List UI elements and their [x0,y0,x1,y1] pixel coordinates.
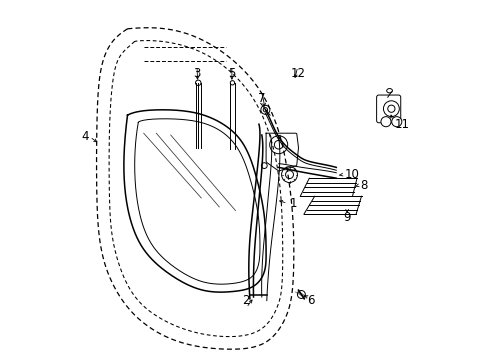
Ellipse shape [230,81,234,85]
Ellipse shape [261,163,266,168]
Text: 1: 1 [289,197,296,210]
Text: 10: 10 [344,168,359,181]
Circle shape [281,167,297,183]
Circle shape [387,105,394,112]
Circle shape [380,117,390,127]
Ellipse shape [263,108,267,112]
Text: 7: 7 [258,93,265,105]
Text: 5: 5 [228,67,235,80]
Text: 3: 3 [193,67,200,80]
Circle shape [274,140,283,149]
Ellipse shape [386,89,392,93]
Text: 8: 8 [360,179,367,192]
Text: 6: 6 [307,294,314,307]
Text: 12: 12 [290,67,305,80]
Circle shape [391,117,401,127]
Ellipse shape [297,291,305,298]
Ellipse shape [195,80,201,85]
FancyBboxPatch shape [376,95,400,123]
Ellipse shape [260,105,269,114]
Text: 11: 11 [394,118,409,131]
Circle shape [269,136,287,154]
Text: 9: 9 [343,211,350,224]
Text: 4: 4 [81,130,89,143]
Text: 2: 2 [242,294,249,307]
Circle shape [285,171,293,179]
Circle shape [383,101,399,117]
